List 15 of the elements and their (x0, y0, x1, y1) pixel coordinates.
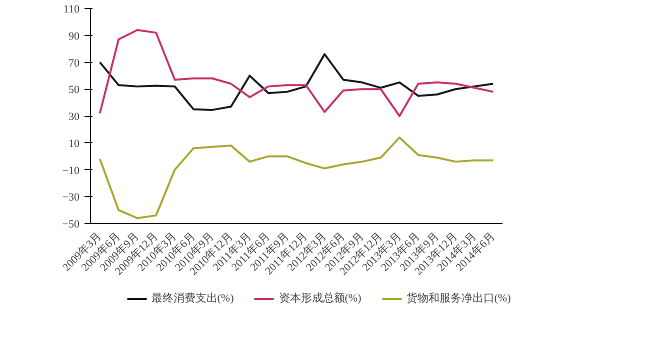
legend-label: 货物和服务净出口(%) (406, 292, 511, 306)
legend-label: 资本形成总额(%) (278, 291, 362, 306)
y-tick-label: 10 (68, 138, 80, 150)
line-series (98, 136, 494, 220)
legend-label: 最终消费支出(%) (151, 292, 234, 306)
y-tick-label: 90 (68, 30, 80, 42)
y-tick-label: −10 (62, 164, 80, 177)
y-tick-label: 70 (68, 57, 80, 70)
line-series (98, 53, 494, 111)
y-tick-label: 110 (63, 4, 80, 16)
y-tick-label: 50 (68, 84, 80, 96)
y-tick-label: 30 (68, 111, 80, 123)
line-series (98, 29, 494, 117)
y-tick-label: −50 (62, 218, 80, 230)
y-tick-label: −30 (62, 192, 80, 204)
